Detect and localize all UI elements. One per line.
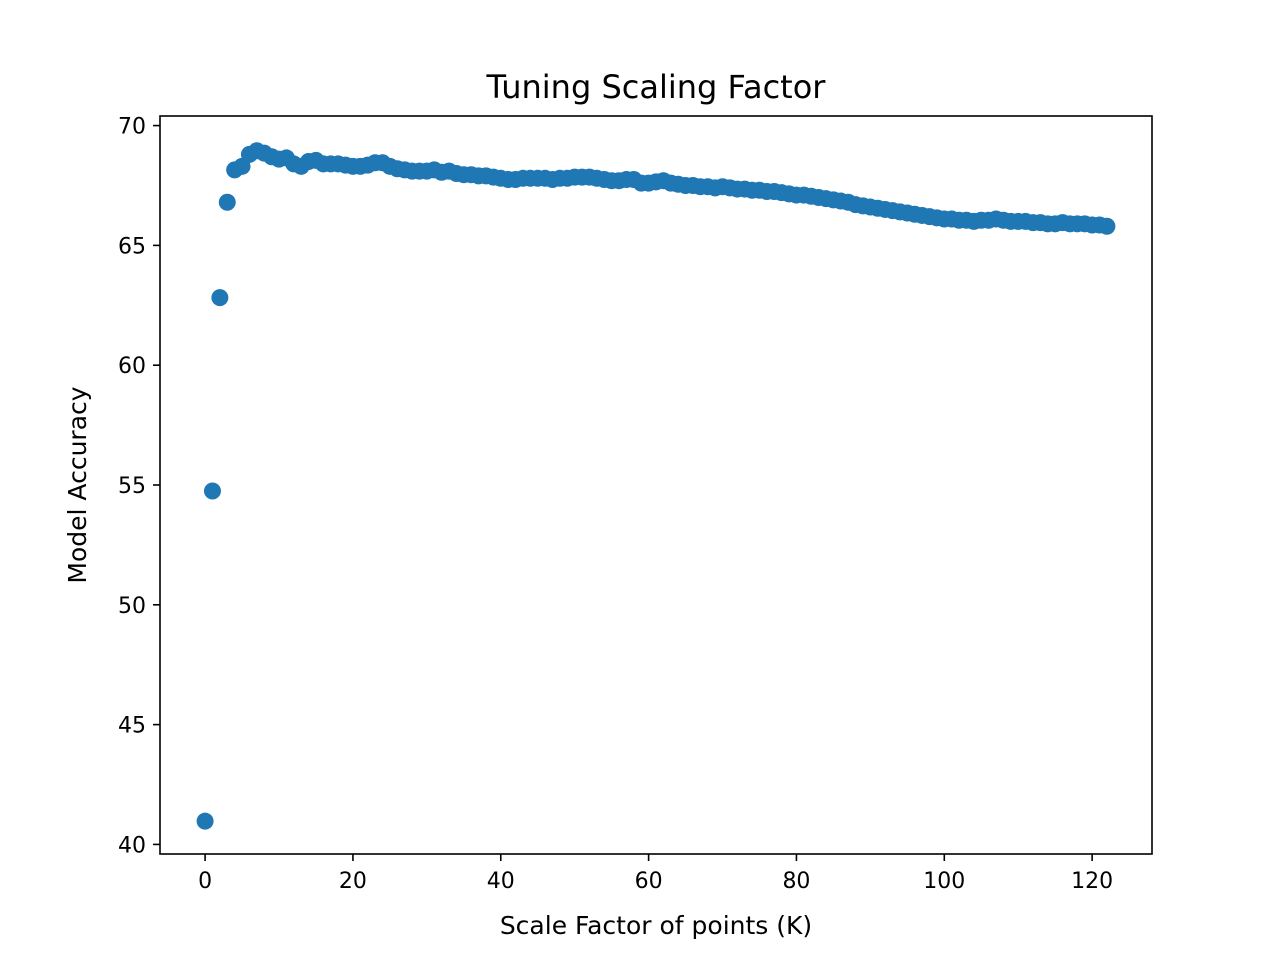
x-tick-label: 120 <box>1071 869 1113 894</box>
y-axis-label: Model Accuracy <box>63 386 92 583</box>
y-axis: 40 45 50 55 60 65 70 <box>118 115 160 858</box>
plot-area <box>160 116 1152 854</box>
data-point <box>196 812 214 830</box>
x-tick-label: 0 <box>198 869 212 894</box>
x-tick-label: 40 <box>487 869 515 894</box>
x-tick-label: 100 <box>923 869 965 894</box>
y-tick-label: 65 <box>118 234 146 259</box>
data-point <box>203 482 221 500</box>
y-tick-label: 55 <box>118 474 146 499</box>
x-tick-label: 80 <box>782 869 810 894</box>
data-point <box>211 289 229 307</box>
chart-title: Tuning Scaling Factor <box>486 68 827 106</box>
x-axis-label: Scale Factor of points (K) <box>500 911 812 940</box>
data-points <box>196 142 1116 830</box>
y-tick-label: 45 <box>118 714 146 739</box>
x-axis: 0 20 40 60 80 100 120 <box>198 854 1113 894</box>
data-point <box>218 193 236 211</box>
y-tick-label: 70 <box>118 115 146 140</box>
y-tick-label: 50 <box>118 594 146 619</box>
data-point <box>1098 217 1116 235</box>
y-tick-label: 40 <box>118 833 146 858</box>
x-tick-label: 20 <box>339 869 367 894</box>
x-tick-label: 60 <box>635 869 663 894</box>
y-tick-label: 60 <box>118 354 146 379</box>
